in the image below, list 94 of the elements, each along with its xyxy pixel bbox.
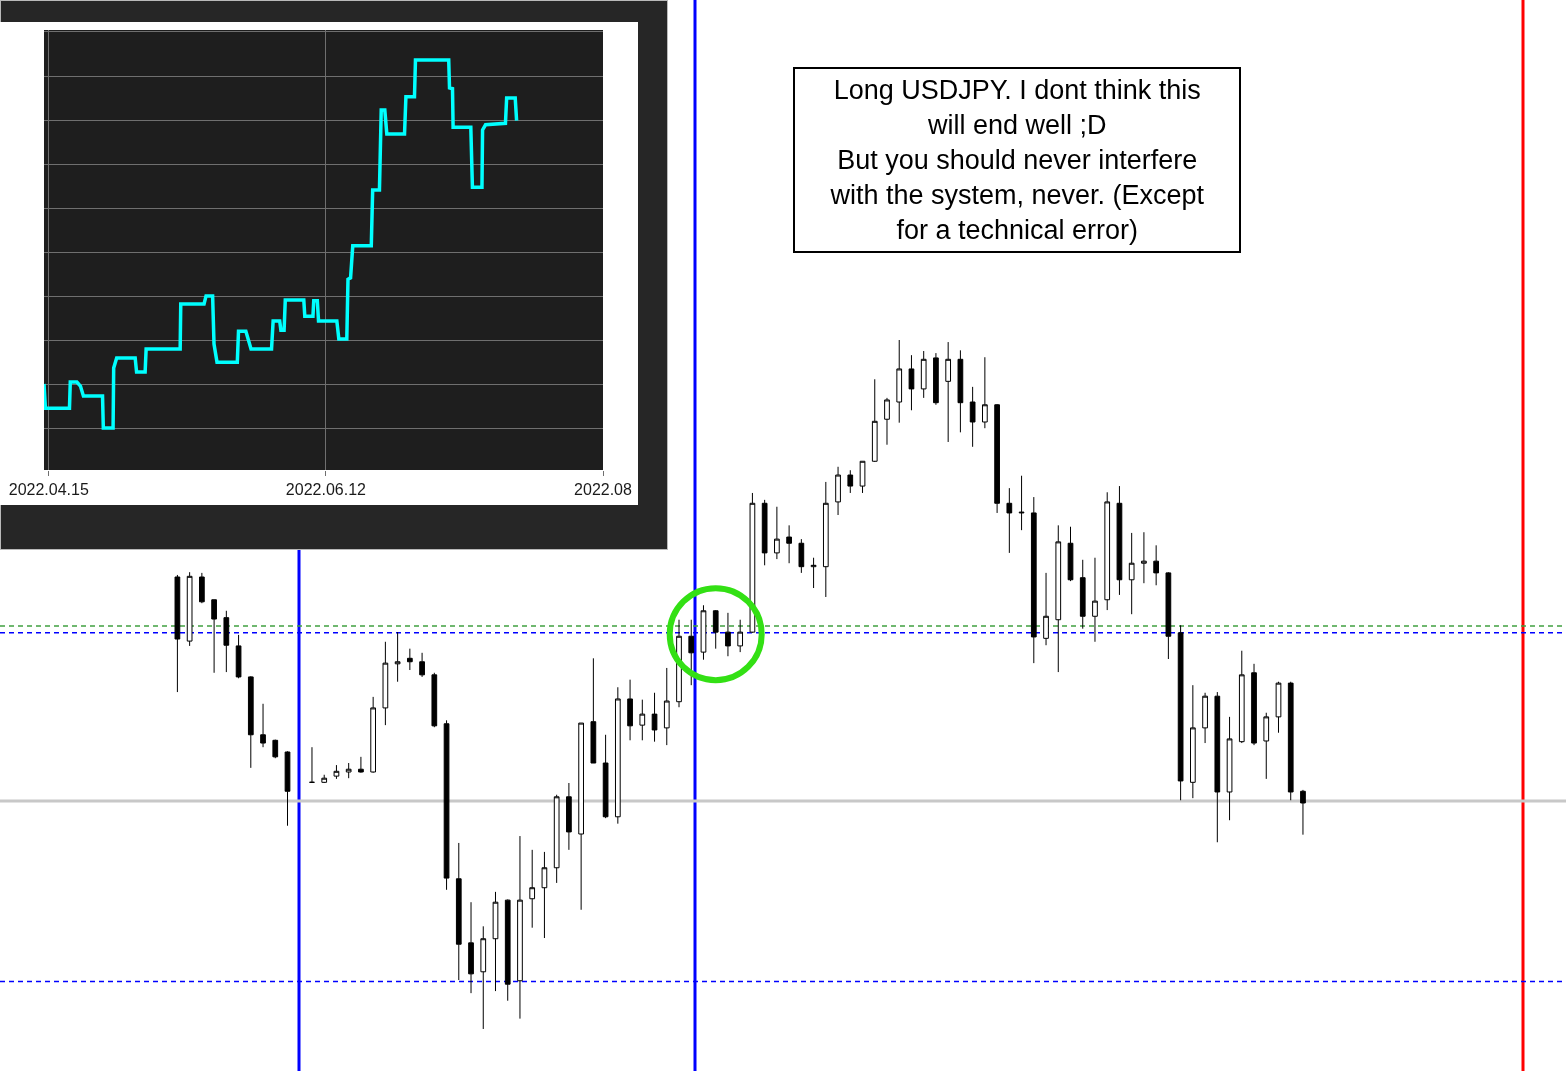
candlestick	[1165, 571, 1172, 660]
candlestick	[1251, 663, 1257, 746]
candlestick	[639, 699, 646, 741]
candlestick	[1190, 684, 1196, 799]
candlestick	[211, 599, 217, 674]
candlestick	[358, 756, 364, 774]
candlestick	[235, 634, 242, 679]
candlestick	[859, 460, 866, 494]
candlestick	[382, 641, 389, 726]
candlestick	[247, 675, 254, 769]
candlestick	[737, 619, 744, 653]
candlestick	[223, 610, 230, 673]
candlestick	[541, 851, 548, 939]
candlestick	[1287, 681, 1294, 801]
candlestick	[835, 466, 841, 516]
candlestick	[1214, 691, 1221, 843]
candlestick	[1226, 716, 1233, 821]
x-tick-label: 2022.06.12	[285, 481, 367, 499]
candlestick	[517, 835, 523, 1020]
candlestick	[810, 557, 817, 589]
candlestick	[1238, 650, 1245, 744]
candlestick	[761, 499, 768, 566]
candlestick	[700, 604, 707, 661]
candlestick	[651, 692, 658, 743]
candlestick	[370, 696, 376, 774]
candlestick	[480, 925, 487, 1030]
candlestick	[1202, 692, 1208, 744]
candlestick	[284, 750, 291, 827]
x-tick-label: 2022.08	[574, 481, 633, 499]
candlestick	[896, 339, 903, 424]
candlestick	[1104, 491, 1111, 611]
candlestick	[933, 352, 939, 406]
candlestick	[1275, 681, 1282, 734]
candlestick	[590, 657, 597, 764]
candlestick	[419, 652, 425, 678]
candlestick	[529, 849, 536, 929]
candlestick	[1079, 559, 1086, 630]
candlestick	[725, 612, 731, 657]
candlestick	[1128, 532, 1135, 615]
candlestick	[1300, 789, 1306, 836]
candlestick	[688, 619, 695, 686]
candlestick	[1153, 544, 1159, 586]
candlestick	[1043, 572, 1049, 646]
candlestick	[1141, 531, 1147, 584]
candlestick	[663, 667, 670, 746]
candlestick	[260, 703, 266, 748]
candlestick	[822, 481, 829, 598]
candlestick	[1177, 624, 1184, 801]
candlestick	[553, 794, 560, 884]
candlestick	[468, 901, 474, 994]
candlestick	[394, 631, 401, 683]
candlestick	[566, 782, 572, 851]
candlestick	[749, 492, 756, 634]
candlestick	[504, 898, 511, 1002]
candlestick	[957, 349, 964, 433]
candlestick	[871, 378, 878, 463]
candlestick	[798, 538, 805, 574]
candlestick	[578, 722, 584, 911]
candlestick	[443, 719, 450, 891]
candlestick	[1067, 526, 1074, 582]
candlestick	[321, 774, 328, 784]
candlestick	[602, 734, 609, 819]
candlestick	[1006, 487, 1013, 554]
candlestick	[1055, 524, 1062, 673]
candlestick	[994, 403, 1000, 514]
candlestick	[174, 574, 181, 693]
x-tick-label: 2022.04.15	[8, 481, 89, 499]
candlestick	[712, 609, 719, 650]
candlestick	[614, 686, 621, 825]
candlestick	[786, 524, 792, 564]
candlestick	[272, 739, 279, 759]
candlestick	[908, 354, 915, 411]
candlestick	[199, 572, 205, 604]
candlestick	[884, 397, 890, 446]
candlestick	[627, 679, 633, 741]
text: Long USDJPY. I dont think this will end well ;D But you should never interfere with the system, never. (Except for a technical error)	[829, 75, 1205, 246]
candlestick	[1263, 712, 1270, 780]
candlestick	[1018, 475, 1025, 531]
candlestick	[1116, 485, 1123, 596]
candlestick	[431, 672, 438, 728]
candlestick	[186, 571, 193, 647]
candlestick	[492, 891, 499, 992]
candlestick	[945, 341, 952, 443]
candlestick	[774, 506, 780, 560]
candlestick	[847, 469, 854, 494]
candlestick	[982, 356, 988, 429]
candlestick	[345, 762, 352, 779]
candlestick	[1030, 496, 1037, 664]
candlestick	[455, 842, 462, 981]
candlestick	[407, 648, 413, 671]
candlestick	[1092, 557, 1098, 643]
candlestick	[920, 350, 927, 399]
candlestick	[969, 386, 976, 448]
candlestick	[333, 764, 340, 780]
